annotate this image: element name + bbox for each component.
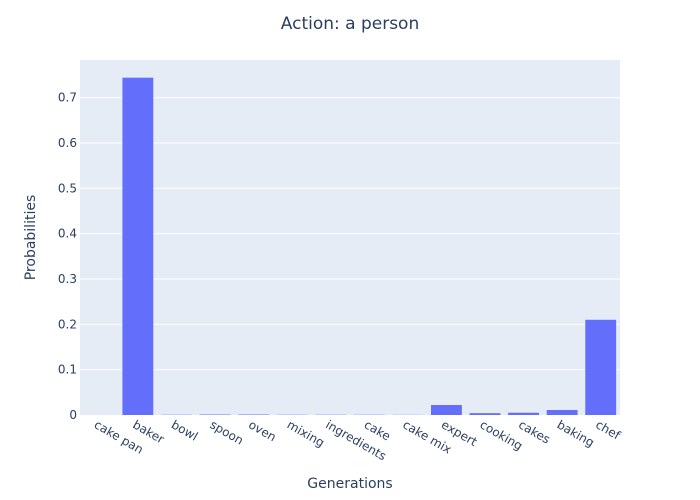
bar-expert[interactable] (431, 405, 462, 415)
y-tick-label: 0.4 (58, 227, 77, 241)
bar-chef[interactable] (585, 319, 617, 415)
bar-cakes[interactable] (508, 412, 539, 415)
x-axis-title: Generations (307, 476, 392, 492)
bars (122, 77, 617, 415)
x-tick-label: bowl (169, 417, 200, 443)
gridlines (80, 97, 620, 371)
y-tick-label: 0 (69, 408, 77, 422)
y-tick-label: 0.7 (58, 91, 77, 105)
y-tick-label: 0.2 (58, 317, 77, 331)
x-tick-label: cooking (478, 417, 526, 453)
chart-title: Action: a person (281, 14, 419, 34)
x-tick-label: mixing (285, 417, 327, 449)
y-tick-label: 0.5 (58, 181, 77, 195)
bar-cooking[interactable] (469, 413, 501, 415)
x-tick-label: baking (555, 417, 597, 449)
x-tick-label: chef (593, 417, 623, 442)
y-axis-title: Probabilities (23, 195, 39, 281)
x-tick-label: spoon (208, 417, 246, 447)
y-tick-label: 0.3 (58, 272, 77, 286)
y-axis-ticks: 0 0.1 0.2 0.3 0.4 0.5 0.6 0.7 (58, 91, 77, 422)
y-tick-label: 0.1 (58, 363, 77, 377)
bar-baking[interactable] (546, 410, 578, 415)
y-tick-label: 0.6 (58, 136, 77, 150)
bar-baker[interactable] (122, 77, 154, 415)
plot-background (80, 60, 620, 415)
x-tick-label: oven (246, 417, 278, 444)
